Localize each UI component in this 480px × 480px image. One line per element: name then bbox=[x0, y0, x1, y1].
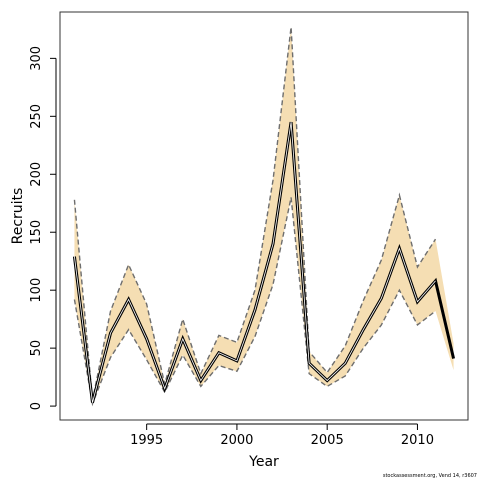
confidence-band-layer bbox=[74, 27, 454, 404]
estimate-line-core bbox=[74, 122, 436, 403]
y-tick-label-250: 250 bbox=[29, 104, 44, 129]
upper-bound-line bbox=[73, 26, 437, 401]
footer-note: stockassessment.org, Vend 14, r3607 bbox=[382, 473, 477, 479]
y-tick-label-0: 0 bbox=[29, 402, 44, 410]
y-tick-label-100: 100 bbox=[29, 278, 44, 303]
series-line-layer bbox=[72, 26, 456, 407]
y-axis-label: Recruits bbox=[10, 188, 26, 245]
x-axis-label: Year bbox=[248, 454, 279, 470]
plot-frame bbox=[59, 11, 469, 421]
x-tick-label-1995: 1995 bbox=[130, 433, 163, 448]
x-tick-label-2000: 2000 bbox=[220, 433, 253, 448]
y-tick-label-300: 300 bbox=[29, 46, 44, 71]
y-tick-label-50: 50 bbox=[29, 340, 44, 357]
x-tick-label-2010: 2010 bbox=[401, 433, 434, 448]
y-tick-label-150: 150 bbox=[29, 220, 44, 245]
axis-layer: 1995 2000 2005 2010 0 50 100 150 200 250 300 bbox=[29, 46, 434, 448]
lower-bound-line bbox=[73, 197, 436, 407]
confidence-band bbox=[74, 27, 454, 404]
y-tick-label-200: 200 bbox=[29, 162, 44, 187]
x-tick-label-2005: 2005 bbox=[311, 433, 344, 448]
